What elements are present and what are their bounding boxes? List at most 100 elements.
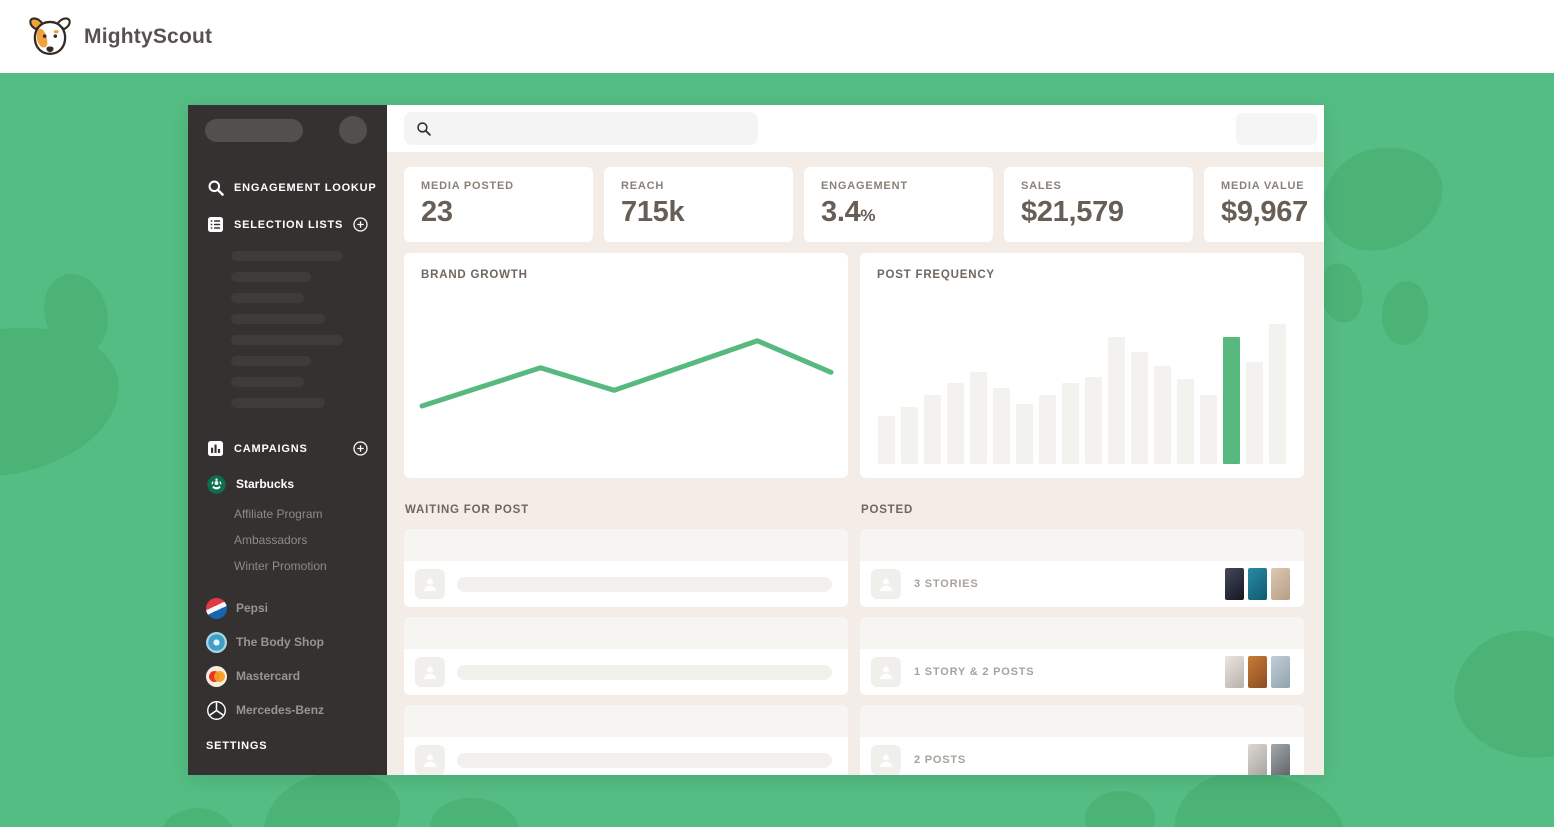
post-thumbnail[interactable] bbox=[1271, 744, 1290, 775]
brand-growth-chart: BRAND GROWTH bbox=[404, 253, 848, 478]
stat-value: 3.4% bbox=[821, 196, 876, 228]
sidebar-item-label: SELECTION LISTS bbox=[234, 218, 344, 231]
bar bbox=[947, 383, 964, 464]
posted-column: POSTED 3 STORIES bbox=[860, 504, 1304, 775]
campaign-sub-item-ambassadors[interactable]: Ambassadors bbox=[234, 533, 308, 547]
waiting-card[interactable] bbox=[404, 617, 848, 695]
page-background: ENGAGEMENT LOOKUP SELECTION LISTS bbox=[0, 73, 1554, 827]
add-campaign-button[interactable] bbox=[352, 440, 369, 457]
campaign-sub-item-winter-promotion[interactable]: Winter Promotion bbox=[234, 559, 327, 573]
stat-card-sales: SALES $21,579 bbox=[1004, 167, 1193, 242]
campaign-mastercard[interactable]: Mastercard bbox=[188, 659, 387, 693]
list-item[interactable]: 3 STORIES bbox=[860, 561, 1304, 607]
avatar bbox=[871, 745, 901, 775]
skeleton-bar bbox=[231, 377, 304, 387]
bar bbox=[1154, 366, 1171, 464]
charts-row: BRAND GROWTH POST FREQUENCY bbox=[404, 253, 1324, 478]
post-thumbnails bbox=[1225, 568, 1290, 600]
waiting-card[interactable] bbox=[404, 529, 848, 607]
stat-label: MEDIA POSTED bbox=[421, 180, 514, 192]
list-item[interactable] bbox=[404, 649, 848, 695]
posted-count-label: 2 POSTS bbox=[914, 754, 967, 766]
campaigns-icon bbox=[206, 439, 225, 458]
stat-value: 715k bbox=[621, 196, 685, 228]
waiting-for-post-column: WAITING FOR POST bbox=[404, 504, 848, 775]
avatar[interactable] bbox=[339, 116, 367, 144]
lists-row: WAITING FOR POST bbox=[404, 504, 1324, 775]
posted-card[interactable]: 2 POSTS bbox=[860, 705, 1304, 775]
bar bbox=[924, 395, 941, 464]
bar bbox=[993, 388, 1010, 464]
avatar bbox=[415, 657, 445, 687]
skeleton-bar bbox=[231, 314, 325, 324]
list-item[interactable]: 2 POSTS bbox=[860, 737, 1304, 775]
dashboard-content: MEDIA POSTED 23 REACH 715k ENGAGEMENT 3.… bbox=[387, 152, 1324, 775]
waiting-card[interactable] bbox=[404, 705, 848, 775]
search-input[interactable] bbox=[440, 112, 758, 145]
starbucks-logo-icon bbox=[206, 474, 227, 495]
main-header bbox=[387, 105, 1324, 152]
campaign-sub-item-affiliate-program[interactable]: Affiliate Program bbox=[234, 507, 323, 521]
stat-card-engagement: ENGAGEMENT 3.4% bbox=[804, 167, 993, 242]
sidebar-item-label: ENGAGEMENT LOOKUP bbox=[234, 181, 377, 194]
campaign-the-body-shop[interactable]: The Body Shop bbox=[188, 625, 387, 659]
text-placeholder bbox=[457, 576, 832, 592]
mercedes-benz-logo-icon bbox=[206, 700, 227, 721]
sidebar-item-selection-lists[interactable]: SELECTION LISTS bbox=[188, 206, 387, 243]
mastercard-logo-icon bbox=[206, 665, 227, 687]
chart-title: POST FREQUENCY bbox=[877, 269, 995, 281]
paw-print bbox=[425, 792, 525, 827]
sidebar-item-settings[interactable]: SETTINGS bbox=[188, 727, 387, 773]
bar-chart bbox=[878, 314, 1286, 464]
avatar bbox=[871, 569, 901, 599]
campaign-starbucks[interactable]: Starbucks bbox=[188, 467, 387, 501]
post-thumbnail[interactable] bbox=[1271, 568, 1290, 600]
post-strip-placeholder bbox=[860, 529, 1304, 561]
stat-value: $21,579 bbox=[1021, 196, 1124, 228]
bar bbox=[1131, 352, 1148, 464]
skeleton-bar bbox=[231, 335, 343, 345]
sidebar-item-campaigns[interactable]: CAMPAIGNS bbox=[188, 430, 387, 467]
avatar bbox=[871, 657, 901, 687]
post-thumbnail[interactable] bbox=[1248, 568, 1267, 600]
posted-card[interactable]: 1 STORY & 2 POSTS bbox=[860, 617, 1304, 695]
skeleton-bar bbox=[231, 251, 343, 261]
stat-label: SALES bbox=[1021, 180, 1062, 192]
post-thumbnail[interactable] bbox=[1271, 656, 1290, 688]
list-item[interactable] bbox=[404, 737, 848, 775]
search-box[interactable] bbox=[404, 112, 758, 145]
post-strip-placeholder bbox=[860, 617, 1304, 649]
skeleton-bar bbox=[231, 272, 311, 282]
list-item[interactable]: 1 STORY & 2 POSTS bbox=[860, 649, 1304, 695]
app-window: ENGAGEMENT LOOKUP SELECTION LISTS bbox=[188, 105, 1324, 775]
post-frequency-chart: POST FREQUENCY bbox=[860, 253, 1304, 478]
stat-card-reach: REACH 715k bbox=[604, 167, 793, 242]
post-thumbnail[interactable] bbox=[1248, 656, 1267, 688]
search-icon bbox=[206, 178, 225, 197]
bar bbox=[1085, 377, 1102, 464]
bar-highlighted bbox=[1223, 337, 1240, 464]
stat-card-media-posted: MEDIA POSTED 23 bbox=[404, 167, 593, 242]
post-thumbnail[interactable] bbox=[1248, 744, 1267, 775]
campaign-mercedes-benz[interactable]: Mercedes-Benz bbox=[188, 693, 387, 727]
the-body-shop-logo-icon bbox=[206, 631, 227, 653]
post-thumbnail[interactable] bbox=[1225, 656, 1244, 688]
site-header: MightyScout bbox=[0, 0, 1554, 73]
post-thumbnails bbox=[1225, 656, 1290, 688]
stat-value: 23 bbox=[421, 196, 453, 228]
post-thumbnail[interactable] bbox=[1225, 568, 1244, 600]
sidebar-item-label: SETTINGS bbox=[206, 740, 268, 752]
header-action-placeholder[interactable] bbox=[1236, 112, 1317, 145]
campaign-label: Mercedes-Benz bbox=[236, 703, 325, 717]
campaign-pepsi[interactable]: Pepsi bbox=[188, 591, 387, 625]
bar bbox=[1246, 362, 1263, 464]
posted-count-label: 1 STORY & 2 POSTS bbox=[914, 666, 1035, 678]
list-item[interactable] bbox=[404, 561, 848, 607]
add-selection-list-button[interactable] bbox=[352, 216, 369, 233]
posted-card[interactable]: 3 STORIES bbox=[860, 529, 1304, 607]
sidebar-item-engagement-lookup[interactable]: ENGAGEMENT LOOKUP bbox=[188, 169, 387, 206]
post-thumbnails bbox=[1248, 744, 1290, 775]
bar bbox=[1200, 395, 1217, 464]
post-strip-placeholder bbox=[404, 529, 848, 561]
profile-row bbox=[188, 105, 387, 144]
